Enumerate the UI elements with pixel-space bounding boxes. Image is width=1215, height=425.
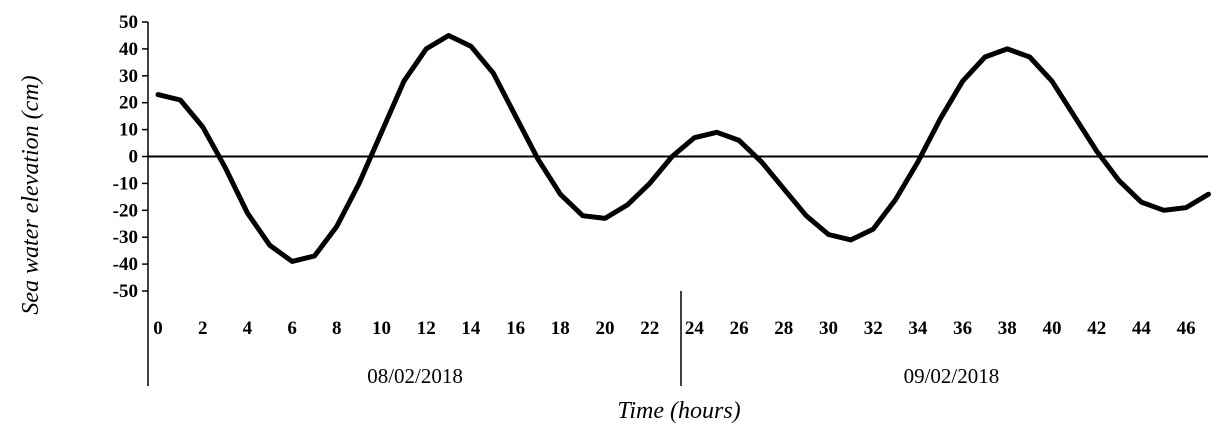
y-tick-label: 50 [119, 12, 138, 33]
series-line [155, 33, 1211, 264]
x-tick-label: 40 [1043, 318, 1062, 339]
x-tick-label: 30 [819, 318, 838, 339]
x-tick-label: 14 [461, 318, 481, 339]
x-tick-label: 28 [774, 318, 793, 339]
x-tick-label: 6 [287, 318, 297, 339]
y-axis-title: Sea water elevation (cm) [18, 75, 44, 314]
x-tick-label: 8 [332, 318, 342, 339]
x-tick-label: 4 [243, 318, 253, 339]
y-tick-label: -50 [113, 281, 138, 302]
y-tick-label: 10 [119, 120, 138, 141]
x-tick-label: 24 [685, 318, 705, 339]
y-tick-labels: 50 40 30 20 10 0 -10 -20 -30 -40 -50 [113, 12, 138, 302]
x-tick-label: 10 [372, 318, 391, 339]
date-group-label: 08/02/2018 [367, 364, 463, 388]
y-tick-label: 30 [119, 66, 138, 87]
y-tick-label: -40 [113, 254, 138, 275]
x-axis-title: Time (hours) [617, 398, 740, 424]
x-tick-label: 2 [198, 318, 208, 339]
x-tick-labels: 0 2 4 6 8 10 12 14 16 18 20 22 24 26 28 30 32 34 36 38 40 42 4… [153, 318, 1195, 339]
x-tick-label: 44 [1132, 318, 1152, 339]
date-group-labels: 08/02/2018 09/02/2018 [367, 364, 999, 388]
x-tick-label: 0 [153, 318, 163, 339]
axes [142, 21, 1208, 386]
y-tick-label: -20 [113, 200, 138, 221]
y-tick-label: 40 [119, 39, 138, 60]
y-tick-label: 20 [119, 93, 138, 114]
x-tick-label: 42 [1087, 318, 1106, 339]
y-tick-label: -10 [113, 173, 138, 194]
x-tick-label: 38 [998, 318, 1017, 339]
y-tick-label: 0 [129, 147, 139, 168]
date-group-label: 09/02/2018 [904, 364, 1000, 388]
x-tick-label: 32 [864, 318, 883, 339]
x-tick-label: 36 [953, 318, 972, 339]
x-tick-label: 12 [417, 318, 436, 339]
x-tick-label: 34 [908, 318, 928, 339]
x-tick-label: 16 [506, 318, 525, 339]
x-tick-label: 20 [596, 318, 615, 339]
y-tick-label: -30 [113, 227, 138, 248]
x-tick-label: 46 [1177, 318, 1196, 339]
series-group [155, 33, 1211, 264]
x-tick-label: 26 [730, 318, 749, 339]
x-tick-label: 22 [640, 318, 659, 339]
x-tick-label: 18 [551, 318, 570, 339]
